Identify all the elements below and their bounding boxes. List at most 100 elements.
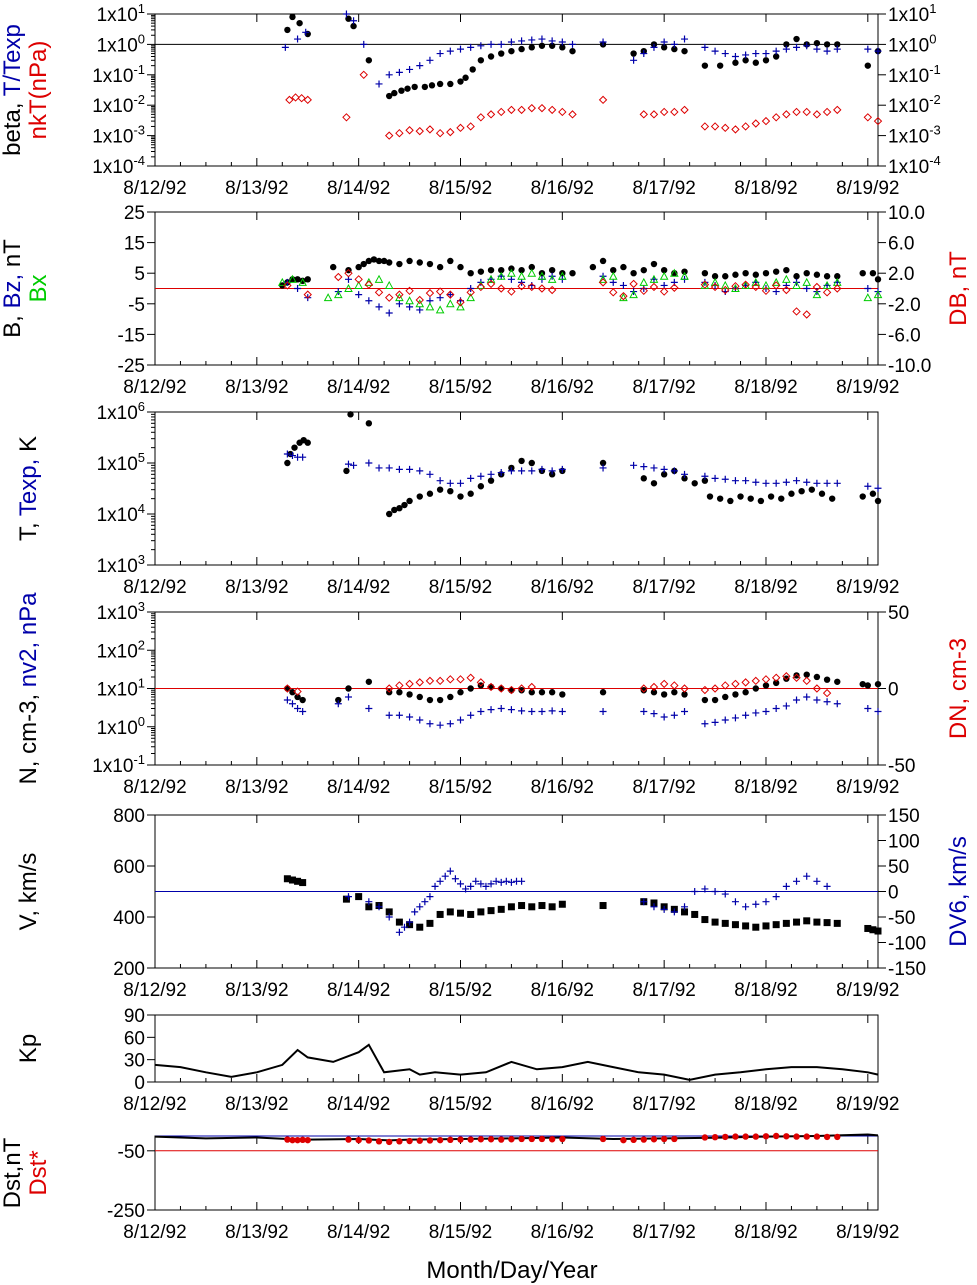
dst-y-title-2: Dst* [25,1150,52,1195]
temp-y-tick-label: 1x105 [97,450,145,475]
beta-point [375,80,383,88]
mag-point [742,270,749,277]
temp-point [416,467,424,475]
velocity-x-tick-label: 8/17/92 [632,980,695,1001]
density-point [823,676,831,683]
temp-point [660,471,668,478]
mag-point [649,274,659,283]
density-point [802,676,811,686]
mag-point [650,260,658,268]
beta-point [498,50,505,57]
beta-point [659,107,669,117]
mag-point [355,263,362,271]
temp-point [803,478,811,486]
density-point [284,685,291,692]
density-point [721,681,730,690]
mag-point [354,275,363,284]
beta-point [721,123,730,133]
velocity-x-tick-label: 8/16/92 [531,980,594,1001]
density-point [823,698,831,706]
velocity-point [518,877,526,885]
beta-point [782,110,791,119]
beta-point [559,44,566,51]
density-point [497,684,506,693]
beta-point [599,38,607,46]
temp-point [487,477,495,484]
dst-x-tick-label: 8/17/92 [632,1222,695,1243]
dst-point [834,1133,841,1141]
mag-point [294,276,301,283]
mag-point [386,259,393,266]
mag-point [670,268,679,277]
density-point [446,675,455,684]
temp-point [538,465,546,473]
dst-point [752,1133,760,1140]
beta-point [548,37,556,45]
beta-point [527,103,536,113]
velocity-point [299,879,307,887]
velocity-point [456,909,464,917]
velocity-point [640,898,648,906]
dst-point [559,1135,566,1143]
mag-point [620,263,627,271]
dst-series-1 [284,1132,841,1146]
beta-point [761,116,771,126]
dst-point [803,1133,810,1140]
velocity-point [864,924,872,932]
density-point [538,689,546,696]
beta-y-title-2: nkT(nPa) [25,41,52,140]
dst-point [793,1133,800,1140]
beta-x-tick-label: 8/18/92 [734,178,797,199]
velocity-point [467,882,475,890]
density-x-tick-label: 8/19/92 [836,777,899,798]
temp-y-tick-label: 1x104 [97,501,145,526]
density-point [803,671,810,678]
mag-point [782,281,790,289]
dst-point [294,1136,301,1144]
mag-point [802,277,812,286]
beta-point [772,53,780,60]
velocity-point [411,908,419,916]
mag-point [405,296,414,305]
density-point [660,691,668,698]
dst-point [487,1136,495,1143]
beta-series-1 [281,10,882,88]
temp-point [436,477,444,485]
beta-point [710,122,720,131]
mag-y-tick-label: 25 [124,203,145,224]
temp-point [640,463,648,471]
density-y2-tick-label: -50 [888,756,915,777]
beta-series-2 [285,70,883,140]
dst-point [386,1138,393,1146]
density-point [751,676,761,686]
beta-point [350,22,357,30]
dst-point [406,1137,413,1145]
mag-point [863,293,873,302]
dst-point [477,1136,485,1143]
mag-point [681,268,688,275]
density-point [507,706,515,714]
temp-point [426,490,434,497]
beta-x-tick-label: 8/15/92 [429,178,492,199]
density-point [732,691,739,698]
velocity-series-1 [344,867,831,936]
beta-point [558,38,566,46]
mag-point [466,288,475,297]
density-point [864,682,872,689]
velocity-point [752,923,760,931]
dst-y-title: Dst,nT [0,1137,26,1208]
density-point [528,689,535,696]
beta-point [425,125,435,134]
mag-point [486,274,496,283]
beta-point [771,113,781,122]
beta-point [833,45,841,53]
beta-point [538,35,546,43]
temp-point [874,484,882,492]
beta-point [359,70,368,80]
density-x-tick-label: 8/14/92 [327,777,390,798]
mag-point [498,266,505,274]
density-y-tick-label: 1x100 [97,714,145,739]
temp-point [304,439,311,446]
mag-point [497,284,506,293]
temp-x-tick-label: 8/12/92 [123,577,186,598]
